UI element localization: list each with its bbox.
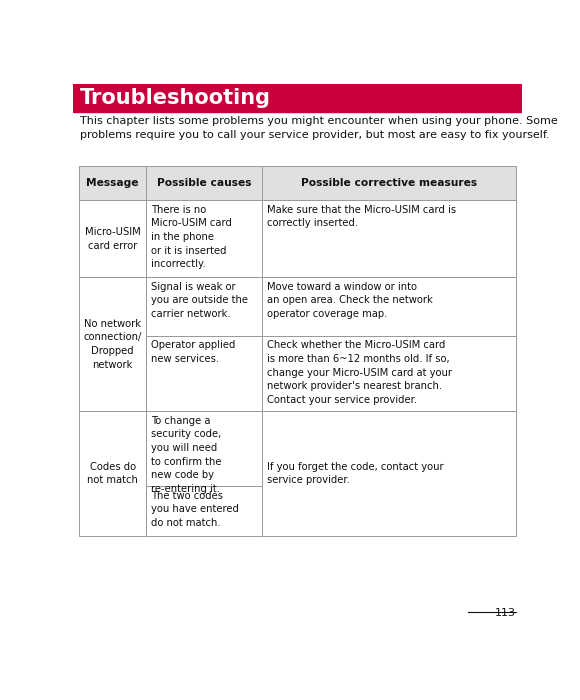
Text: Message: Message [86,178,139,188]
Text: Operator applied
new services.: Operator applied new services. [151,340,235,364]
Bar [147,412,262,486]
Bar [79,277,147,412]
Text: Move toward a window or into
an open area. Check the network
operator coverage m: Move toward a window or into an open are… [267,282,433,319]
Text: There is no
Micro-USIM card
in the phone
or it is inserted
incorrectly.: There is no Micro-USIM card in the phone… [151,205,232,270]
Text: Possible corrective measures: Possible corrective measures [301,178,477,188]
Bar [79,412,147,536]
Bar [79,200,147,277]
Text: No network
connection/
Dropped
network: No network connection/ Dropped network [84,319,142,370]
Text: To change a
security code,
you will need
to confirm the
new code by
re-entering : To change a security code, you will need… [151,416,222,494]
Text: Micro-USIM
card error: Micro-USIM card error [85,227,140,251]
Bar [262,412,516,536]
Text: Check whether the Micro-USIM card
is more than 6~12 months old. If so,
change yo: Check whether the Micro-USIM card is mor… [267,340,452,405]
Text: Signal is weak or
you are outside the
carrier network.: Signal is weak or you are outside the ca… [151,282,248,319]
Bar [147,200,262,277]
Bar [262,167,516,200]
Bar [147,277,262,336]
Bar [262,336,516,412]
Text: If you forget the code, contact your
service provider.: If you forget the code, contact your ser… [267,462,444,485]
Text: Codes do
not match: Codes do not match [87,462,138,485]
Bar [79,167,147,200]
Bar [147,486,262,536]
Bar [147,167,262,200]
Bar [262,277,516,336]
Text: The two codes
you have entered
do not match.: The two codes you have entered do not ma… [151,491,239,528]
Text: Make sure that the Micro-USIM card is
correctly inserted.: Make sure that the Micro-USIM card is co… [267,205,456,228]
Bar [147,336,262,412]
Text: Troubleshooting: Troubleshooting [80,88,271,108]
Bar [72,84,522,112]
Bar [262,200,516,277]
Text: Possible causes: Possible causes [157,178,252,188]
Text: This chapter lists some problems you might encounter when using your phone. Some: This chapter lists some problems you mig… [80,116,558,139]
Text: 113: 113 [495,608,516,618]
